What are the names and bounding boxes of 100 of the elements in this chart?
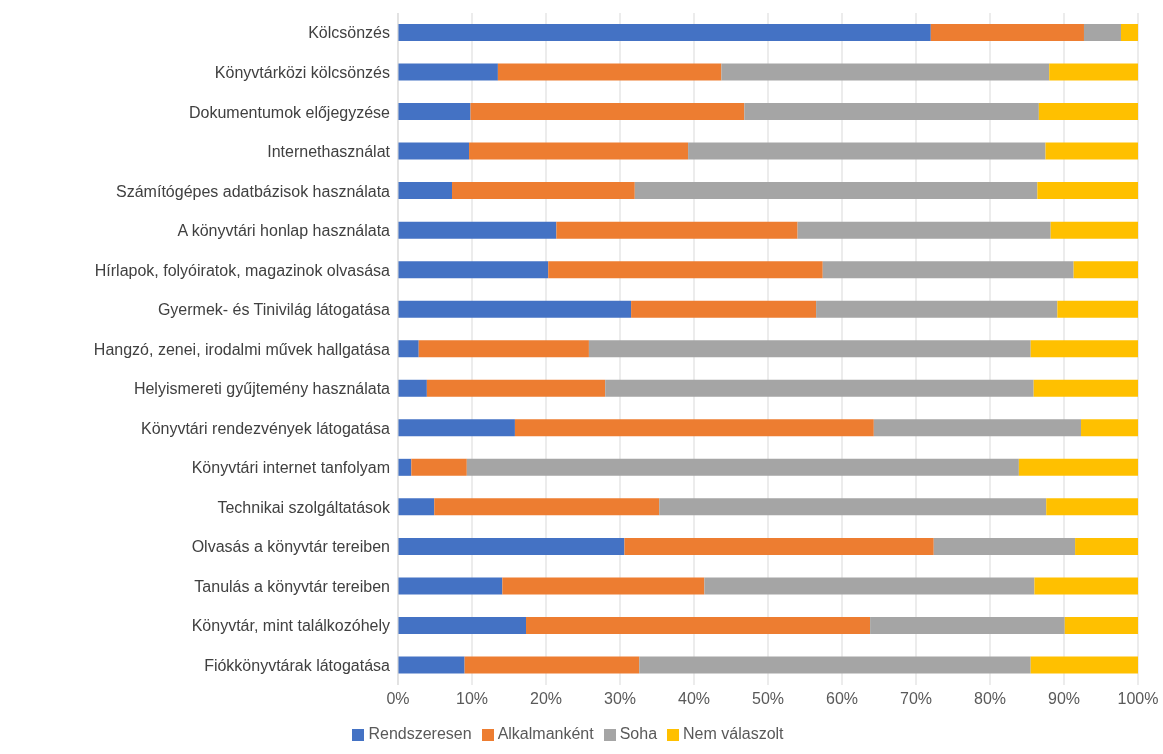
bar bbox=[411, 458, 467, 476]
y-tick-label: Tanulás a könyvtár tereiben bbox=[194, 577, 390, 595]
x-tick-label: 100% bbox=[1117, 690, 1159, 708]
bar bbox=[822, 261, 1074, 279]
bar bbox=[398, 221, 557, 239]
legend-label: Rendszeresen bbox=[368, 725, 472, 742]
bar bbox=[514, 419, 874, 437]
bar bbox=[502, 577, 705, 595]
bar bbox=[1073, 261, 1138, 279]
bar bbox=[398, 379, 427, 397]
x-tick-label: 80% bbox=[973, 690, 1007, 708]
bar bbox=[398, 300, 632, 318]
y-tick-label: Internethasználat bbox=[267, 143, 391, 161]
y-tick-label: Gyermek- és Tinivilág látogatása bbox=[157, 301, 391, 319]
bar bbox=[470, 103, 745, 121]
bar bbox=[398, 340, 419, 358]
bar bbox=[1030, 340, 1138, 358]
bar bbox=[398, 498, 435, 516]
bar bbox=[418, 340, 589, 358]
bar bbox=[398, 24, 931, 41]
bar bbox=[398, 63, 498, 81]
x-tick-label: 50% bbox=[751, 690, 785, 708]
bar bbox=[1120, 24, 1138, 41]
y-tick-label: Könyvtár, mint találkozóhely bbox=[191, 617, 390, 635]
bar bbox=[398, 103, 471, 121]
legend-label: Alkalmanként bbox=[497, 725, 594, 742]
y-tick-label: Hírlapok, folyóiratok, magazinok olvasása bbox=[94, 261, 391, 279]
bar bbox=[526, 616, 871, 634]
bar bbox=[816, 300, 1058, 318]
bar bbox=[556, 221, 798, 239]
bar bbox=[398, 182, 453, 200]
bar bbox=[1083, 24, 1121, 41]
y-tick-label: Könyvtári internet tanfolyam bbox=[191, 459, 390, 477]
bar bbox=[464, 656, 640, 674]
legend-label: Soha bbox=[619, 725, 658, 742]
y-tick-label: Számítógépes adatbázisok használata bbox=[116, 182, 391, 200]
y-tick-label: Kölcsönzés bbox=[308, 24, 390, 42]
bar bbox=[1030, 656, 1138, 674]
y-tick-label: Fiókkönyvtárak látogatása bbox=[204, 656, 391, 674]
bar bbox=[605, 379, 1034, 397]
bar bbox=[873, 419, 1082, 437]
bar bbox=[1045, 142, 1138, 160]
bar bbox=[1050, 221, 1138, 239]
x-tick-label: 60% bbox=[825, 690, 859, 708]
y-tick-label: Technikai szolgáltatások bbox=[217, 498, 391, 516]
bar bbox=[1033, 379, 1138, 397]
bar bbox=[497, 63, 722, 81]
bar bbox=[1018, 458, 1138, 476]
y-tick-label: A könyvtári honlap használata bbox=[177, 222, 391, 240]
bar bbox=[631, 300, 817, 318]
bar bbox=[1081, 419, 1138, 437]
bar bbox=[398, 419, 515, 437]
bar bbox=[1037, 182, 1138, 200]
bar bbox=[434, 498, 660, 516]
bar bbox=[1046, 498, 1138, 516]
bar bbox=[548, 261, 823, 279]
bar bbox=[398, 656, 465, 674]
bar bbox=[639, 656, 1031, 674]
bar bbox=[1049, 63, 1138, 81]
bar bbox=[452, 182, 635, 200]
bar bbox=[659, 498, 1047, 516]
x-tick-label: 30% bbox=[603, 690, 637, 708]
bar bbox=[930, 24, 1084, 41]
bar bbox=[398, 458, 412, 476]
bar bbox=[634, 182, 1038, 200]
bar bbox=[398, 577, 503, 595]
bar bbox=[398, 537, 625, 555]
x-tick-label: 70% bbox=[899, 690, 933, 708]
bar bbox=[933, 537, 1076, 555]
bar bbox=[744, 103, 1039, 121]
y-tick-label: Olvasás a könyvtár tereiben bbox=[191, 538, 390, 556]
x-tick-label: 20% bbox=[529, 690, 563, 708]
bar bbox=[721, 63, 1050, 81]
bar bbox=[688, 142, 1046, 160]
bar bbox=[624, 537, 934, 555]
bar bbox=[426, 379, 606, 397]
bar bbox=[398, 616, 527, 634]
x-tick-label: 90% bbox=[1047, 690, 1081, 708]
legend-label: Nem válaszolt bbox=[683, 725, 784, 742]
bar bbox=[469, 142, 689, 160]
y-tick-label: Könyvtárközi kölcsönzés bbox=[214, 63, 390, 81]
bar bbox=[588, 340, 1031, 358]
bar bbox=[1034, 577, 1138, 595]
bar bbox=[704, 577, 1035, 595]
bar bbox=[466, 458, 1019, 476]
bar bbox=[797, 221, 1051, 239]
bar bbox=[1064, 616, 1138, 634]
y-tick-label: Dokumentumok előjegyzése bbox=[189, 103, 391, 121]
x-tick-label: 10% bbox=[455, 690, 489, 708]
bar bbox=[1075, 537, 1138, 555]
x-tick-label: 40% bbox=[677, 690, 711, 708]
bar bbox=[1038, 103, 1138, 121]
bar bbox=[870, 616, 1065, 634]
y-tick-label: Könyvtári rendezvények látogatása bbox=[140, 419, 391, 437]
y-tick-label: Helyismereti gyűjtemény használata bbox=[133, 380, 391, 398]
bar bbox=[1057, 300, 1138, 318]
bar bbox=[398, 142, 470, 160]
y-tick-label: Hangzó, zenei, irodalmi művek hallgatása bbox=[93, 340, 391, 358]
x-tick-label: 0% bbox=[386, 690, 410, 708]
bar bbox=[398, 261, 549, 279]
